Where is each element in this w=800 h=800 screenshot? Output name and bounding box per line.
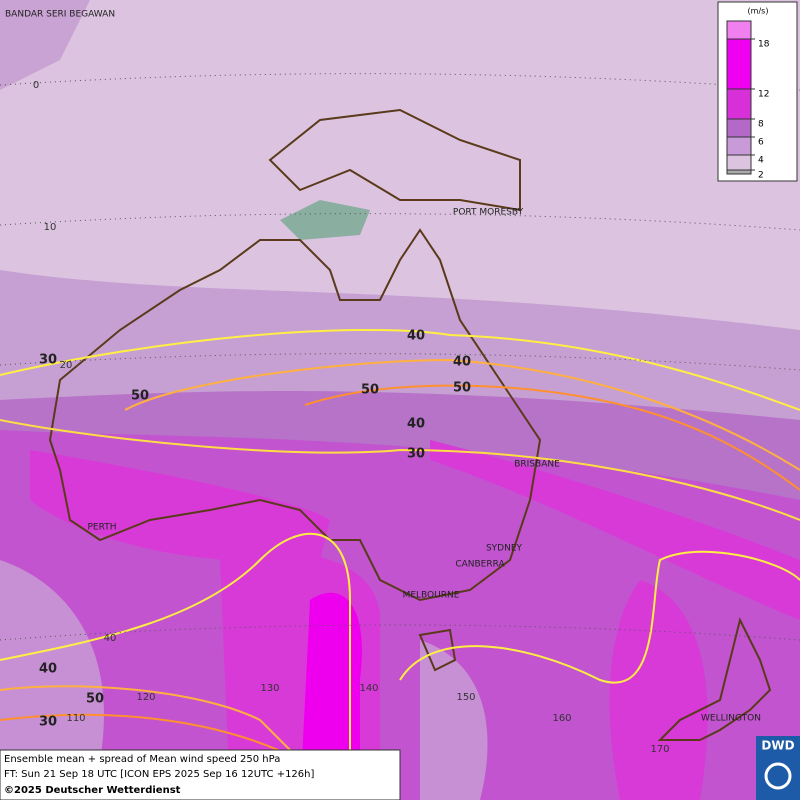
coastlines <box>48 108 772 741</box>
copyright: ©2025 Deutscher Wetterdienst <box>4 785 181 796</box>
city-label: PERTH <box>88 523 117 533</box>
contour-label: 30 <box>39 715 57 730</box>
contour-label: 50 <box>453 381 471 396</box>
lat-label: 40 <box>104 633 117 644</box>
logo: DWD <box>756 736 800 800</box>
city-label: BRISBANE <box>514 460 560 470</box>
legend-tick-label: 2 <box>758 171 764 181</box>
legend-tick-label: 6 <box>758 138 764 148</box>
lon-label: 110 <box>66 713 85 724</box>
contour-label: 30 <box>39 353 57 368</box>
caption-line: Ensemble mean + spread of Mean wind spee… <box>4 754 280 765</box>
graticule <box>0 73 800 641</box>
lat-label: 20 <box>60 360 73 371</box>
legend-tick-label: 8 <box>758 120 764 130</box>
lon-label: 150 <box>456 692 475 703</box>
lon-label: 120 <box>136 692 155 703</box>
lon-label: 160 <box>552 713 571 724</box>
legend-unit: (m/s) <box>748 7 769 16</box>
city-label: SYDNEY <box>486 544 523 554</box>
contours <box>0 328 800 761</box>
contour-label: 50 <box>86 692 104 707</box>
logo-text: DWD <box>761 739 794 753</box>
caption-line: FT: Sun 21 Sep 18 UTC [ICON EPS 2025 Sep… <box>4 769 314 780</box>
legend-tick-label: 12 <box>758 90 769 100</box>
contour-label: 40 <box>39 662 57 677</box>
legend: (m/s) <box>717 1 798 182</box>
city-label: MELBOURNE <box>403 591 460 601</box>
city-label: WELLINGTON <box>701 714 761 724</box>
contour-label: 40 <box>453 355 471 370</box>
contour-label: 30 <box>407 447 425 462</box>
lon-label: 130 <box>260 683 279 694</box>
lon-label: 170 <box>650 744 669 755</box>
contour-label: 40 <box>407 329 425 344</box>
caption: Ensemble mean + spread of Mean wind spee… <box>0 749 401 800</box>
lat-label: 10 <box>44 222 57 233</box>
contour-label: 40 <box>407 417 425 432</box>
legend-tick-label: 4 <box>758 156 764 166</box>
city-label: BANDAR SERI BEGAWAN <box>5 10 115 20</box>
contour-label: 50 <box>361 383 379 398</box>
city-label: CANBERRA <box>455 560 505 570</box>
contour-label: 50 <box>131 389 149 404</box>
lat-label: 0 <box>33 80 39 91</box>
city-label: PORT MORESBY <box>453 208 524 218</box>
lon-label: 140 <box>359 683 378 694</box>
legend-tick-label: 18 <box>758 40 770 50</box>
